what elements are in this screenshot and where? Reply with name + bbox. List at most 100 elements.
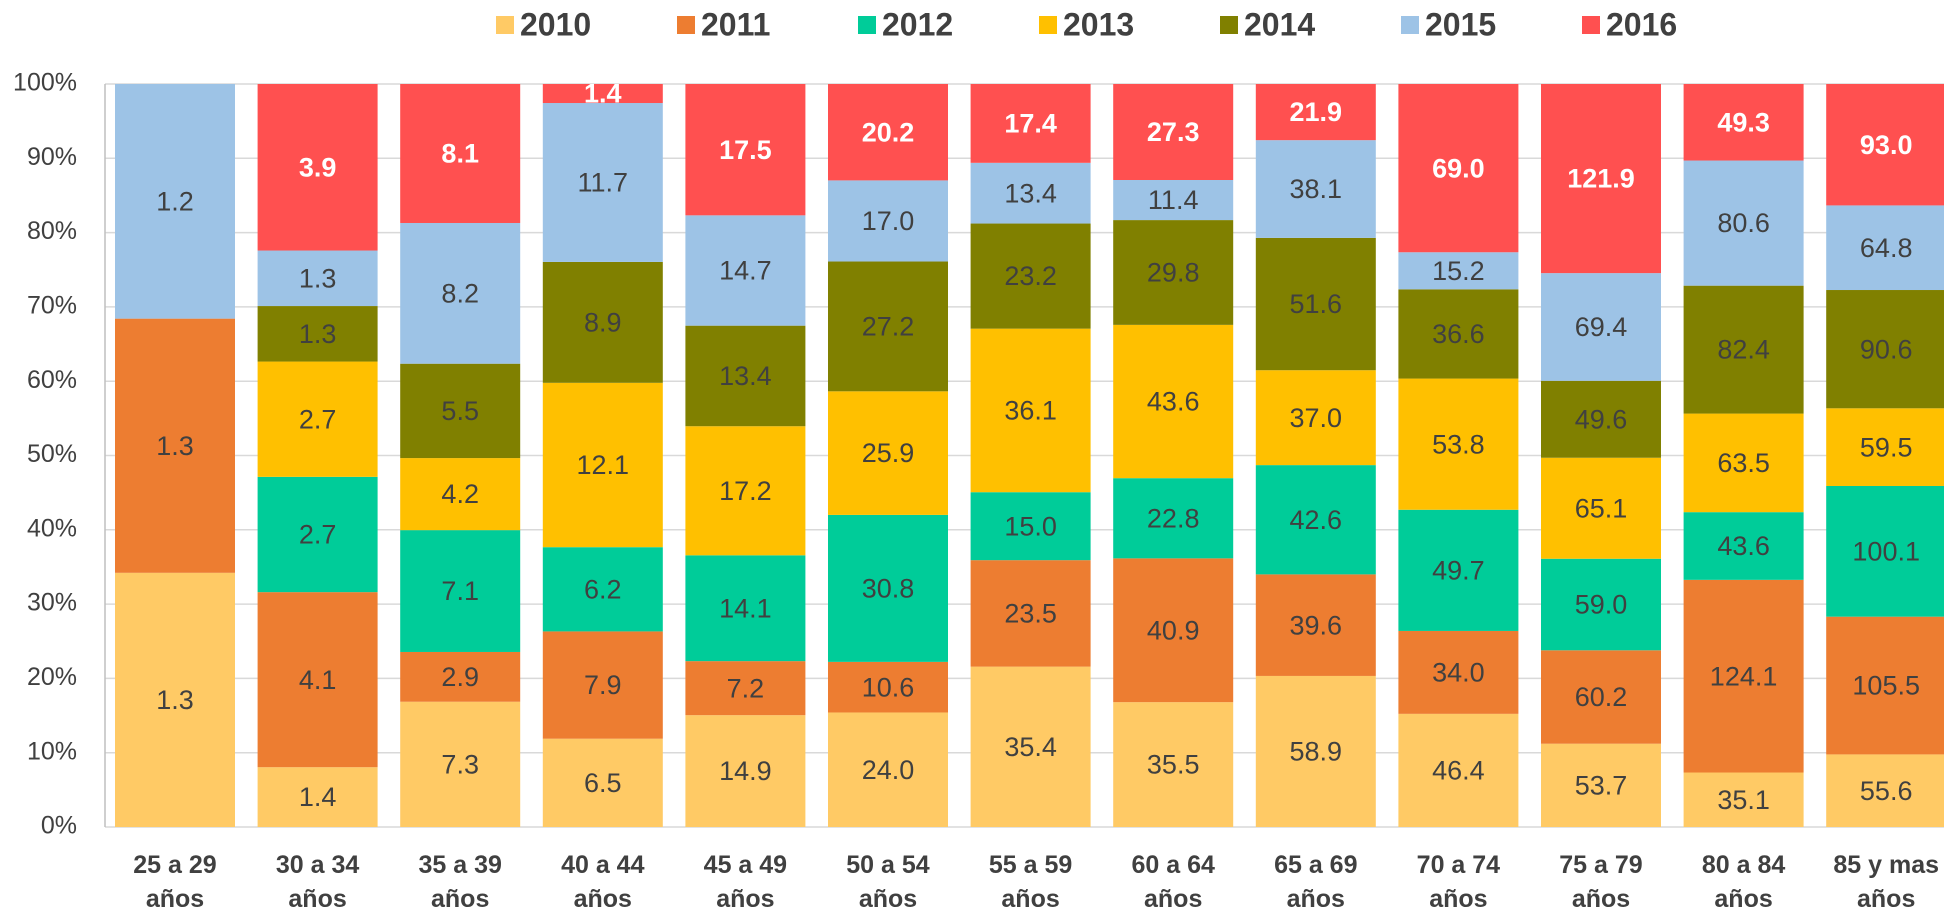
- bar-segment: [1113, 324, 1234, 479]
- bar-segment: [685, 215, 806, 326]
- bar-segment: [400, 363, 521, 459]
- legend-label: 2013: [1063, 6, 1134, 42]
- bar-segment: [400, 701, 521, 827]
- bar-segment: [828, 84, 948, 181]
- bar-segment: [1683, 413, 1804, 513]
- bar-segment: [828, 391, 948, 515]
- bar-segment: [685, 715, 806, 827]
- data-label: 36.1: [1004, 396, 1057, 426]
- legend-swatch: [1582, 16, 1600, 34]
- data-label: 27.2: [862, 312, 915, 342]
- data-label: 21.9: [1290, 97, 1343, 127]
- bar-segment: [257, 306, 378, 362]
- data-label: 1.3: [156, 685, 194, 715]
- data-label: 121.9: [1567, 164, 1635, 194]
- bar-segment: [1255, 675, 1376, 827]
- data-label: 58.9: [1290, 737, 1343, 767]
- bar-segment: [1541, 273, 1661, 381]
- data-label: 14.1: [719, 593, 772, 623]
- data-label: 53.8: [1432, 429, 1485, 459]
- bar-segment: [1541, 380, 1661, 458]
- bar-segment: [1826, 290, 1944, 409]
- bar-segment: [970, 666, 1091, 827]
- data-label: 4.1: [299, 665, 337, 695]
- data-label: 35.4: [1004, 732, 1057, 762]
- data-label: 24.0: [862, 755, 915, 785]
- bar-segment: [685, 325, 806, 427]
- bar-segment: [1255, 237, 1376, 371]
- data-label: 1.4: [584, 79, 622, 109]
- bar-segment: [970, 223, 1091, 329]
- data-label: 11.7: [578, 168, 629, 198]
- bar-segment: [970, 328, 1091, 493]
- bar-segment: [1255, 140, 1376, 238]
- data-label: 17.0: [862, 206, 915, 236]
- data-label: 25.9: [862, 438, 915, 468]
- bar-segment: [542, 738, 663, 827]
- legend-swatch: [858, 16, 876, 34]
- data-label: 80.6: [1717, 208, 1770, 238]
- bar-segment: [1683, 285, 1804, 414]
- legend-swatch: [1039, 16, 1057, 34]
- bar-segment: [257, 476, 378, 593]
- data-label: 124.1: [1710, 661, 1778, 691]
- x-tick-label: 25 a 29 años: [133, 851, 217, 913]
- bar-segment: [400, 222, 521, 364]
- bar-segment: [1541, 743, 1661, 827]
- bar-segment: [1683, 84, 1804, 161]
- bar-segment: [1541, 650, 1661, 744]
- x-tick-label: 45 a 49 años: [703, 851, 788, 913]
- data-label: 105.5: [1852, 671, 1920, 701]
- y-tick-label: 100%: [13, 69, 77, 97]
- x-tick-label: 40 a 44 años: [561, 851, 645, 913]
- y-tick-label: 90%: [27, 143, 77, 171]
- bar-segment: [1398, 289, 1519, 379]
- bar-segment: [1113, 179, 1234, 221]
- data-label: 34.0: [1432, 658, 1485, 688]
- legend-label: 2010: [520, 6, 591, 42]
- legend-swatch: [1401, 16, 1419, 34]
- bar-segment: [1255, 370, 1376, 466]
- data-label: 8.1: [441, 139, 479, 169]
- bar-segment: [1541, 84, 1661, 274]
- bar-segment: [542, 631, 663, 739]
- bar-segment: [1683, 512, 1804, 580]
- data-label: 59.0: [1575, 590, 1628, 620]
- y-tick-label: 40%: [27, 514, 77, 542]
- bar-segment: [1113, 702, 1234, 827]
- bar-segment: [1541, 457, 1661, 559]
- bar-segment: [1683, 160, 1804, 286]
- data-label: 7.1: [441, 576, 479, 606]
- bar-segment: [1113, 558, 1234, 703]
- bar-segment: [828, 712, 948, 827]
- data-label: 10.6: [862, 672, 915, 702]
- y-tick-label: 60%: [27, 366, 77, 394]
- bar-segment: [257, 250, 378, 307]
- bar-segment: [1398, 252, 1519, 290]
- data-label: 1.3: [299, 319, 337, 349]
- bar-segment: [1398, 713, 1519, 827]
- bar-segment: [685, 84, 806, 216]
- bar-segment: [1826, 485, 1944, 617]
- bar-segment: [1398, 378, 1519, 510]
- data-label: 2.7: [299, 520, 337, 550]
- bar-segment: [1113, 478, 1234, 559]
- bar-segment: [1398, 630, 1519, 714]
- y-tick-label: 20%: [27, 663, 77, 691]
- data-label: 82.4: [1717, 335, 1770, 365]
- data-label: 2.9: [441, 662, 479, 692]
- bar-segment: [400, 84, 521, 223]
- bar-segment: [685, 426, 806, 556]
- x-tick-label: 35 a 39 años: [418, 851, 502, 913]
- data-label: 5.5: [441, 396, 479, 426]
- bar-segment: [1826, 754, 1944, 827]
- data-label: 49.6: [1575, 404, 1628, 434]
- bar-segment: [970, 560, 1091, 667]
- data-label: 14.7: [719, 256, 772, 286]
- bar-segment: [828, 514, 948, 662]
- x-tick-label: 80 a 84 años: [1701, 851, 1786, 913]
- bar-segment: [1113, 220, 1234, 325]
- bar-segment: [257, 767, 378, 827]
